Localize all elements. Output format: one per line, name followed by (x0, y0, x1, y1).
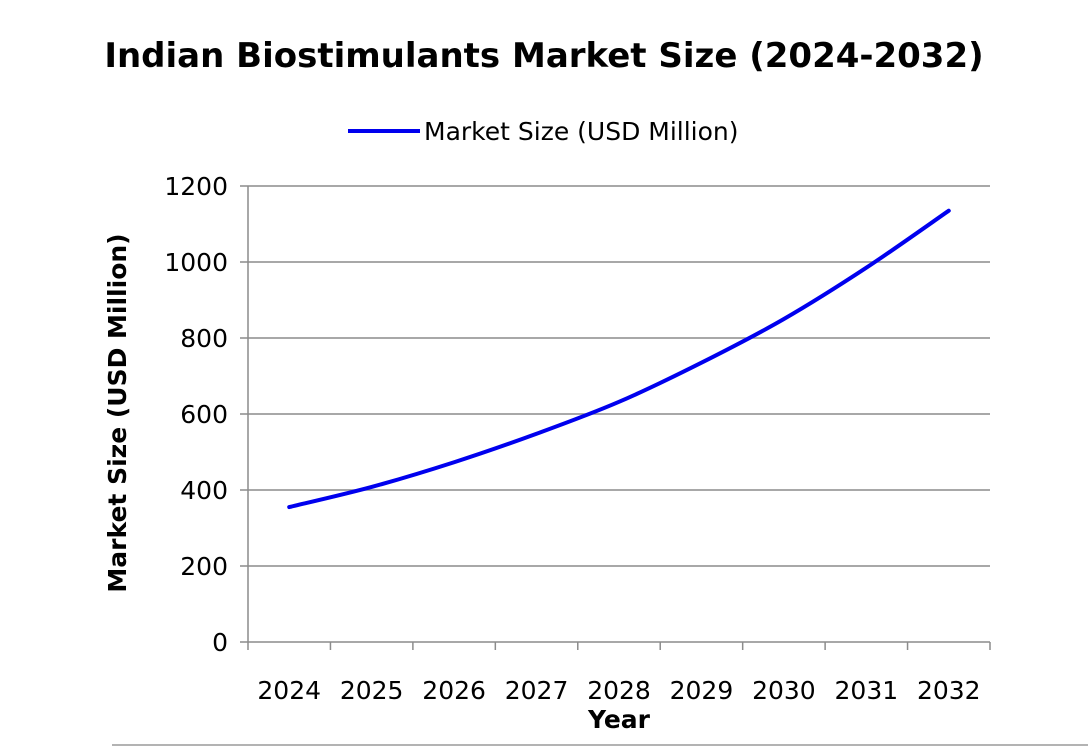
y-tick-label: 400 (180, 476, 228, 505)
x-tick-label: 2024 (257, 676, 321, 705)
axes (240, 186, 991, 650)
y-tick-label: 1000 (164, 248, 228, 277)
x-tick-label: 2027 (505, 676, 569, 705)
x-tick-label: 2032 (917, 676, 981, 705)
x-axis-title: Year (587, 705, 651, 734)
legend-label-market-size: Market Size (USD Million) (424, 117, 739, 146)
y-tick-label: 200 (180, 552, 228, 581)
chart-title: Indian Biostimulants Market Size (2024-2… (104, 36, 983, 76)
y-tick-label: 600 (180, 400, 228, 429)
x-tick-label: 2028 (587, 676, 651, 705)
x-tick-label: 2025 (340, 676, 404, 705)
y-tick-label: 800 (180, 324, 228, 353)
x-tick-label: 2030 (752, 676, 816, 705)
gridlines (240, 185, 990, 567)
series-layer (287, 208, 951, 510)
series-line-market-size (287, 208, 951, 510)
y-tick-label: 0 (212, 628, 228, 657)
y-axis-tick-labels: 0 200 400 600 800 1000 1200 (164, 172, 228, 657)
x-tick-label: 2026 (422, 676, 486, 705)
y-tick-label: 1200 (164, 172, 228, 201)
y-axis-title: Market Size (USD Million) (103, 233, 132, 592)
x-tick-label: 2031 (835, 676, 899, 705)
x-tick-label: 2029 (670, 676, 734, 705)
x-axis-tick-labels: 2024 2025 2026 2027 2028 2029 2030 2031 2032 (257, 676, 980, 705)
legend: Market Size (USD Million) (348, 117, 739, 146)
